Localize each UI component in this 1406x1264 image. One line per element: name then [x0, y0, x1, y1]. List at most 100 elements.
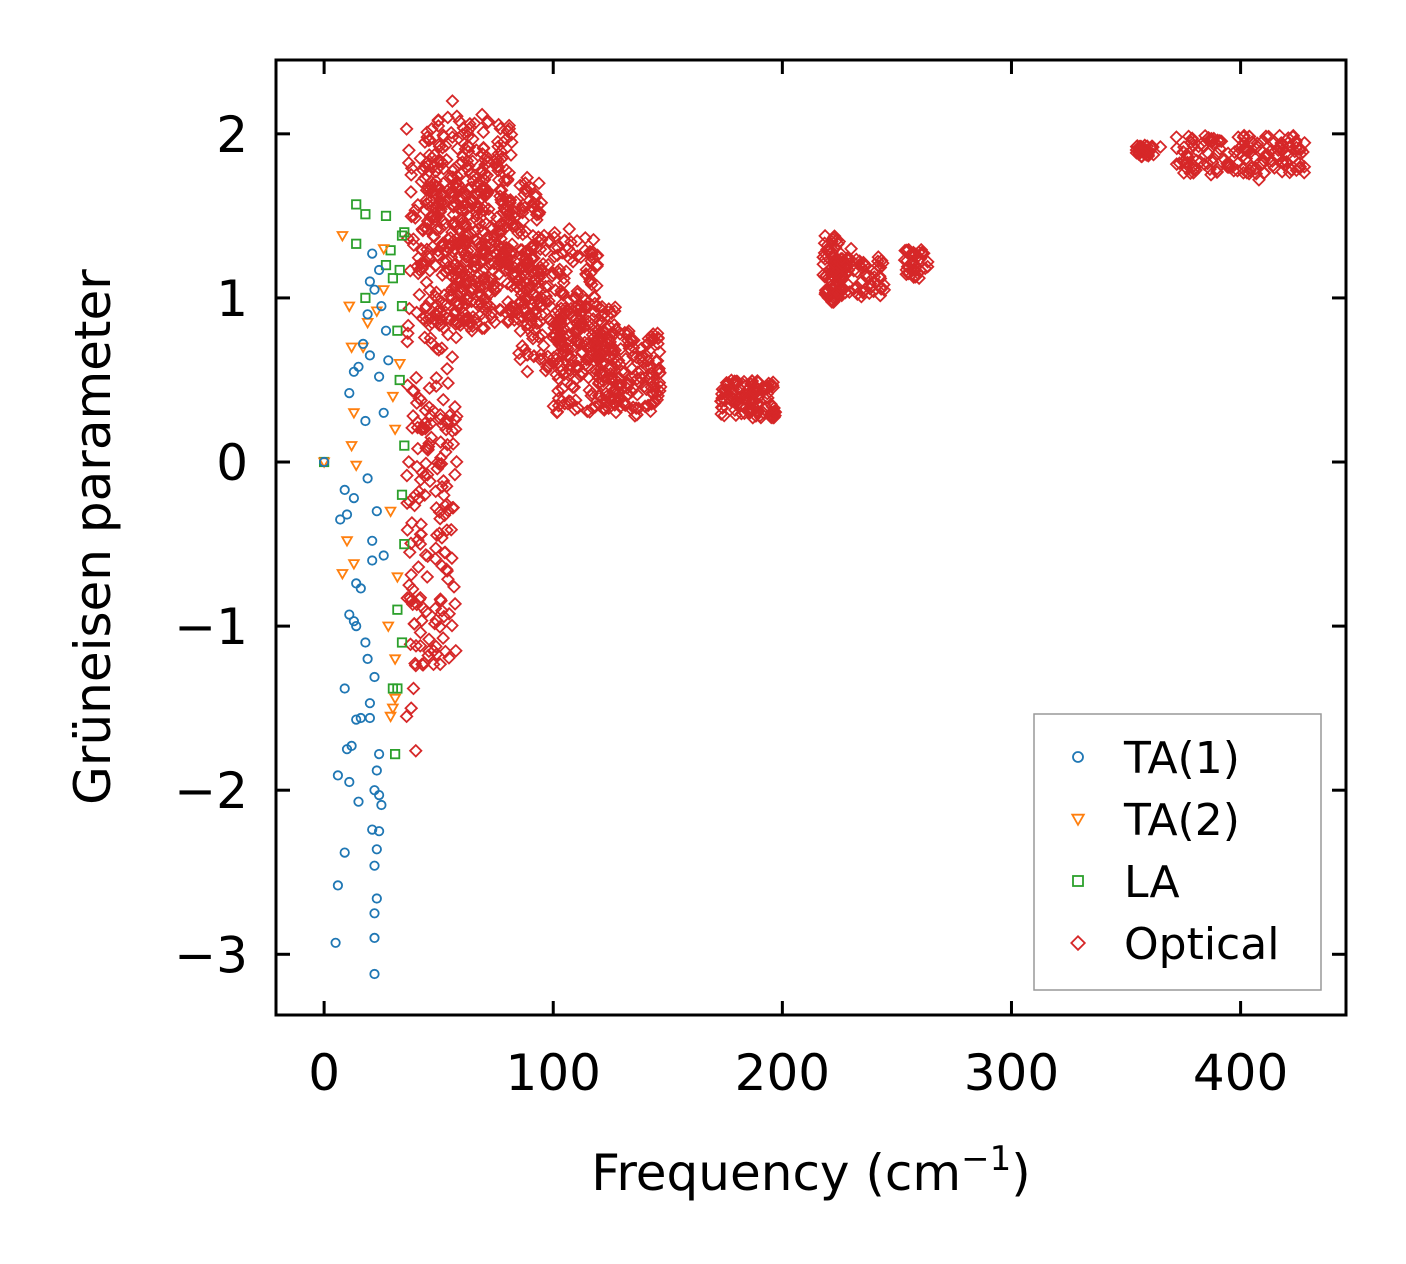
- optical-cluster-point: [450, 287, 465, 302]
- legend-label: LA: [1124, 857, 1180, 908]
- data-point: [340, 536, 354, 548]
- optical-cluster-point: [458, 296, 472, 311]
- data-point: [369, 908, 380, 919]
- data-point: [1210, 133, 1225, 148]
- data-point: [844, 241, 859, 256]
- optical-cluster-point: [413, 625, 428, 640]
- optical-cluster-point: [492, 224, 507, 239]
- optical-cluster-point: [436, 392, 451, 407]
- optical-cluster-point: [400, 591, 415, 605]
- optical-cluster-point: [551, 383, 565, 398]
- optical-cluster-point: [604, 346, 619, 361]
- optical-cluster-point: [402, 545, 417, 560]
- optical-cluster-point: [421, 249, 435, 264]
- optical-cluster-point: [480, 115, 495, 130]
- optical-cluster-point: [758, 391, 773, 406]
- optical-cluster-point: [643, 404, 658, 419]
- data-point: [348, 492, 359, 504]
- optical-cluster-point: [487, 315, 502, 330]
- optical-cluster-point: [748, 383, 763, 398]
- optical-cluster-point: [515, 227, 530, 242]
- optical-cluster-point: [550, 348, 564, 363]
- optical-cluster-point: [728, 395, 743, 409]
- optical-cluster-point: [536, 257, 551, 271]
- optical-cluster-point: [582, 383, 597, 398]
- data-point: [1293, 159, 1308, 174]
- optical-cluster-point: [420, 222, 435, 236]
- optical-cluster-point: [592, 349, 607, 364]
- optical-cluster-point: [1201, 146, 1216, 161]
- optical-cluster-point: [415, 256, 429, 271]
- optical-cluster-point: [463, 194, 478, 209]
- optical-cluster-point: [533, 352, 547, 367]
- optical-cluster-point: [432, 139, 447, 154]
- data-point: [461, 163, 476, 177]
- optical-cluster-point: [1129, 143, 1144, 157]
- legend-label: TA(2): [1123, 795, 1240, 846]
- optical-cluster-point: [436, 161, 451, 176]
- optical-cluster-point: [1239, 151, 1254, 166]
- optical-cluster-point: [429, 371, 444, 385]
- optical-cluster-point: [1288, 135, 1303, 150]
- optical-cluster-point: [473, 295, 488, 310]
- optical-cluster-point: [450, 141, 465, 156]
- data-point: [408, 658, 423, 673]
- optical-cluster-point: [1297, 159, 1312, 174]
- optical-cluster-point: [400, 523, 415, 537]
- optical-cluster-point: [503, 304, 517, 319]
- data-point: [373, 826, 385, 837]
- optical-cluster-point: [418, 548, 433, 562]
- optical-cluster-point: [920, 259, 935, 274]
- optical-cluster-point: [431, 343, 446, 357]
- optical-cluster-point: [419, 604, 433, 619]
- data-point: [351, 620, 362, 632]
- optical-cluster-point: [513, 324, 528, 338]
- optical-cluster-point: [426, 657, 441, 672]
- optical-cluster-point: [440, 361, 455, 376]
- optical-cluster-point: [448, 176, 463, 190]
- optical-cluster-point: [496, 135, 511, 150]
- optical-cluster-point: [618, 365, 632, 379]
- optical-cluster-point: [422, 436, 437, 451]
- optical-cluster-point: [741, 390, 756, 405]
- optical-cluster-point: [436, 474, 451, 488]
- optical-cluster-point: [1281, 131, 1296, 145]
- optical-cluster-point: [435, 479, 449, 494]
- optical-cluster-point: [1137, 146, 1152, 161]
- optical-cluster-point: [559, 303, 574, 318]
- optical-cluster-point: [589, 299, 604, 314]
- data-point: [373, 371, 385, 382]
- optical-cluster-point: [448, 596, 463, 611]
- optical-cluster-point: [717, 408, 732, 423]
- data-point: [344, 387, 355, 399]
- optical-cluster-point: [437, 508, 452, 523]
- optical-cluster-point: [644, 397, 659, 411]
- data-point: [389, 749, 401, 760]
- optical-cluster-point: [552, 262, 567, 277]
- optical-cluster-point: [419, 441, 434, 456]
- optical-cluster-point: [440, 572, 455, 587]
- optical-cluster-point: [485, 310, 499, 325]
- optical-cluster-point: [468, 232, 483, 247]
- optical-cluster-point: [583, 272, 598, 287]
- data-point: [345, 441, 358, 453]
- data-point: [367, 535, 378, 546]
- optical-cluster-point: [455, 310, 470, 325]
- data-point: [380, 325, 392, 336]
- optical-cluster-point: [1267, 161, 1282, 175]
- optical-cluster-point: [424, 430, 439, 445]
- optical-cluster-point: [611, 353, 626, 368]
- optical-cluster-point: [639, 348, 654, 363]
- optical-cluster-point: [414, 174, 429, 189]
- data-point: [349, 460, 363, 472]
- optical-cluster-point: [440, 437, 455, 452]
- series-la: [318, 199, 410, 760]
- optical-cluster-point: [1220, 159, 1235, 174]
- optical-cluster-point: [1169, 141, 1184, 156]
- optical-cluster-point: [554, 283, 569, 298]
- optical-cluster-point: [854, 289, 869, 304]
- y-axis-title: Grüneisen parameter: [64, 269, 122, 805]
- optical-cluster-point: [651, 336, 665, 351]
- series-ta-1-: [318, 248, 394, 980]
- optical-cluster-point: [573, 368, 588, 383]
